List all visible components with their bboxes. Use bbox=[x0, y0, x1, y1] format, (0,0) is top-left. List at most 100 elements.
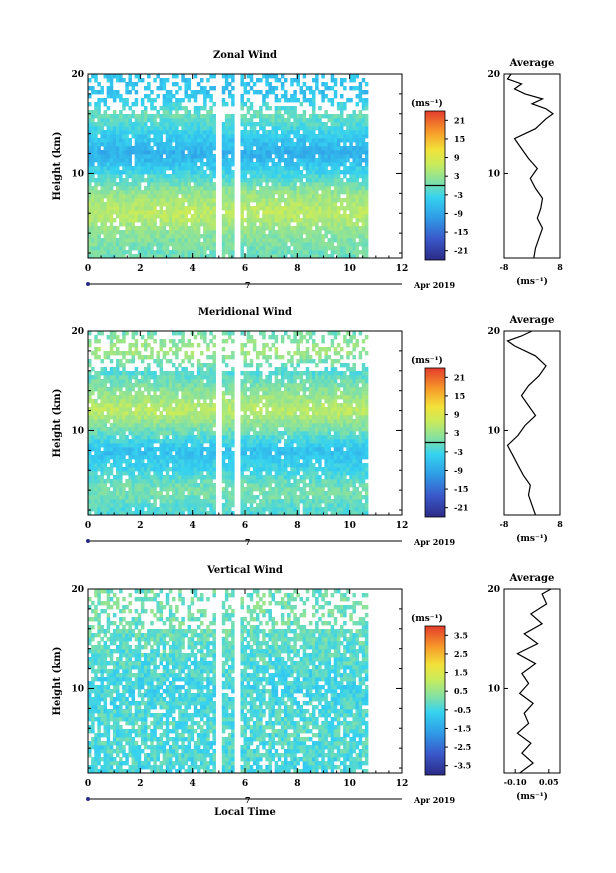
heatmap-cell bbox=[165, 375, 170, 380]
heatmap-cell bbox=[122, 399, 126, 404]
heatmap-cell bbox=[355, 202, 360, 207]
heatmap-cell bbox=[94, 411, 98, 416]
heatmap-cell bbox=[196, 110, 201, 115]
heatmap-cell bbox=[290, 114, 294, 119]
heatmap-cell bbox=[346, 114, 350, 119]
heatmap-cell bbox=[268, 234, 272, 239]
heatmap-cell bbox=[358, 122, 363, 127]
heatmap-cell bbox=[290, 130, 294, 135]
heatmap-cell bbox=[231, 146, 235, 151]
heatmap-cell bbox=[358, 186, 363, 191]
heatmap-cell bbox=[212, 443, 216, 448]
heatmap-cell bbox=[203, 222, 207, 227]
heatmap-cell bbox=[147, 194, 151, 199]
heatmap-cell bbox=[249, 238, 254, 243]
heatmap-cell bbox=[100, 206, 104, 211]
heatmap-cell bbox=[175, 238, 179, 243]
heatmap-cell bbox=[299, 190, 304, 195]
heatmap-cell bbox=[308, 198, 313, 203]
heatmap-cell bbox=[103, 194, 108, 199]
heatmap-cell bbox=[94, 122, 98, 127]
heatmap-cell bbox=[116, 395, 120, 400]
heatmap-cell bbox=[364, 158, 369, 163]
heatmap-cell bbox=[364, 190, 369, 195]
heatmap-cell bbox=[209, 74, 213, 79]
heatmap-cell bbox=[119, 114, 123, 119]
heatmap-cell bbox=[162, 451, 167, 456]
heatmap-cell bbox=[181, 451, 185, 456]
heatmap-cell bbox=[206, 198, 210, 203]
heatmap-cell bbox=[333, 194, 338, 199]
heatmap-cell bbox=[252, 90, 257, 95]
heatmap-cell bbox=[150, 511, 154, 516]
heatmap-cell bbox=[165, 230, 170, 235]
heatmap-cell bbox=[268, 186, 272, 191]
heatmap-cell bbox=[287, 98, 291, 103]
heatmap-cell bbox=[305, 254, 310, 259]
heatmap-cell bbox=[112, 146, 117, 151]
heatmap-cell bbox=[140, 170, 145, 175]
heatmap-cell bbox=[259, 162, 263, 167]
heatmap-cell bbox=[100, 407, 104, 412]
heatmap-cell bbox=[311, 94, 316, 99]
heatmap-cell bbox=[333, 154, 338, 159]
heatmap-cell bbox=[140, 391, 145, 396]
heatmap-cell bbox=[109, 206, 114, 211]
heatmap-cell bbox=[134, 331, 139, 336]
heatmap-cell bbox=[131, 126, 136, 131]
heatmap-cell bbox=[349, 218, 353, 223]
heatmap-cell bbox=[343, 130, 347, 135]
heatmap-cell bbox=[119, 190, 123, 195]
heatmap-cell bbox=[240, 182, 244, 187]
heatmap-cell bbox=[346, 206, 350, 211]
heatmap-cell bbox=[178, 146, 182, 151]
heatmap-cell bbox=[94, 202, 98, 207]
heatmap-cell bbox=[212, 387, 216, 392]
heatmap-cell bbox=[156, 375, 160, 380]
heatmap-cell bbox=[283, 126, 288, 131]
heatmap-cell bbox=[112, 387, 117, 392]
heatmap-cell bbox=[94, 106, 98, 111]
heatmap-cell bbox=[165, 166, 170, 171]
heatmap-cell bbox=[119, 427, 123, 432]
heatmap-cell bbox=[106, 467, 111, 472]
heatmap-cell bbox=[187, 114, 192, 119]
heatmap-cell bbox=[131, 110, 136, 115]
heatmap-cell bbox=[277, 158, 282, 163]
heatmap-cell bbox=[231, 162, 235, 167]
heatmap-cell bbox=[293, 218, 297, 223]
heatmap-cell bbox=[162, 110, 167, 115]
heatmap-cell bbox=[315, 198, 319, 203]
heatmap-cell bbox=[159, 178, 164, 183]
heatmap-cell bbox=[274, 250, 279, 255]
heatmap-cell bbox=[193, 118, 198, 123]
heatmap-cell bbox=[172, 435, 176, 440]
heatmap-cell bbox=[299, 174, 304, 179]
heatmap-cell bbox=[287, 234, 291, 239]
heatmap-cell bbox=[172, 503, 176, 508]
heatmap-cell bbox=[287, 190, 291, 195]
heatmap-cell bbox=[88, 395, 92, 400]
heatmap-cell bbox=[274, 182, 279, 187]
heatmap-cell bbox=[231, 170, 235, 175]
heatmap-cell bbox=[150, 210, 154, 215]
heatmap-cell bbox=[94, 230, 98, 235]
heatmap-cell bbox=[231, 114, 235, 119]
heatmap-cell bbox=[305, 198, 310, 203]
heatmap-cell bbox=[144, 94, 148, 99]
heatmap-cell bbox=[168, 443, 173, 448]
heatmap-cell bbox=[187, 491, 192, 496]
heatmap-cell bbox=[277, 122, 282, 127]
heatmap-cell bbox=[196, 114, 201, 119]
heatmap-cell bbox=[324, 162, 328, 167]
heatmap-cell bbox=[162, 194, 167, 199]
heatmap-cell bbox=[315, 250, 319, 255]
heatmap-cell bbox=[190, 214, 195, 219]
heatmap-cell bbox=[311, 106, 316, 111]
heatmap-cell bbox=[330, 78, 335, 83]
heatmap-cell bbox=[330, 202, 335, 207]
heatmap-cell bbox=[346, 218, 350, 223]
heatmap-cell bbox=[162, 162, 167, 167]
heatmap-cell bbox=[249, 114, 254, 119]
heatmap-cell bbox=[103, 138, 108, 143]
